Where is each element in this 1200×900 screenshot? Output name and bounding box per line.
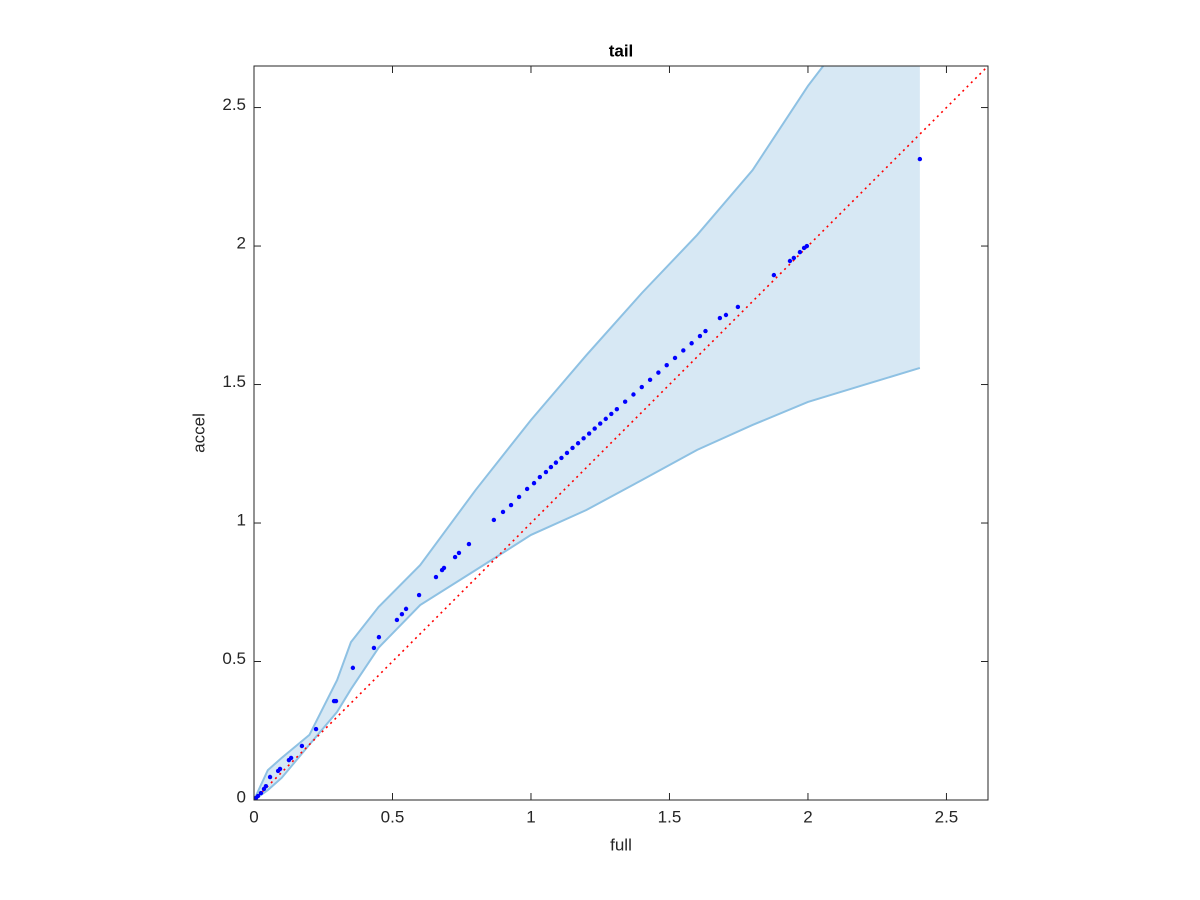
band-fill: [254, 66, 920, 800]
data-point: [614, 406, 620, 412]
data-point: [433, 574, 439, 580]
band-upper: [254, 66, 825, 800]
data-point: [399, 611, 405, 617]
data-point: [797, 249, 803, 255]
data-point: [723, 312, 729, 318]
data-point: [564, 450, 570, 456]
y-tick-label: 1: [237, 511, 246, 530]
y-tick-label: 0: [237, 787, 246, 806]
data-point: [376, 634, 382, 640]
data-point: [508, 502, 514, 508]
x-tick-label: 1: [526, 807, 535, 826]
y-tick-label: 2: [237, 234, 246, 253]
x-axis-label: full: [610, 835, 632, 854]
data-point: [350, 665, 356, 671]
y-tick-label: 1.5: [222, 372, 246, 391]
data-point: [575, 441, 581, 446]
y-axis-label: accel: [189, 413, 208, 453]
data-point: [267, 774, 273, 780]
data-point: [416, 592, 422, 598]
data-point: [524, 486, 530, 492]
data-point: [466, 541, 472, 547]
data-point: [917, 156, 923, 162]
data-point: [664, 362, 669, 368]
data-point: [255, 793, 261, 799]
data-point: [581, 436, 586, 441]
data-point: [609, 411, 614, 417]
x-tick-label: 0.5: [381, 807, 405, 826]
data-point: [592, 426, 597, 431]
data-point: [697, 333, 703, 339]
data-point: [543, 469, 549, 475]
data-point: [371, 645, 377, 651]
axes-layer: 0 0.5 1 1.5 2 2.5 0 0.5 1 1.5 2 2.5: [222, 65, 989, 826]
data-point: [598, 421, 603, 426]
data-point: [394, 617, 400, 623]
data-point: [717, 315, 723, 321]
data-point: [603, 416, 608, 422]
data-point: [313, 726, 319, 732]
data-point: [441, 565, 447, 571]
data-point: [333, 698, 339, 704]
data-point: [787, 258, 793, 264]
data-point: [735, 304, 741, 310]
x-tick-label: 1.5: [658, 807, 682, 826]
data-point: [403, 606, 409, 612]
reference-line: [254, 66, 988, 800]
data-point: [639, 384, 644, 390]
data-point: [703, 328, 708, 334]
data-point: [452, 554, 458, 560]
data-point: [791, 255, 797, 261]
x-tick-label: 0: [249, 807, 258, 826]
chart-title: tail: [609, 41, 634, 60]
data-point: [288, 755, 294, 761]
band-lower: [254, 366, 921, 800]
axes-box: [253, 65, 989, 801]
data-point: [647, 377, 653, 383]
data-point: [456, 550, 462, 556]
data-point: [258, 790, 264, 796]
data-point: [656, 370, 661, 375]
data-point: [553, 460, 559, 465]
data-point: [586, 431, 592, 436]
data-point: [622, 399, 628, 404]
data-point: [516, 494, 522, 500]
data-point: [299, 743, 305, 749]
data-point: [804, 243, 810, 249]
data-point: [548, 464, 554, 470]
data-point: [537, 474, 543, 480]
x-tick-label: 2.5: [935, 807, 959, 826]
data-point: [500, 509, 506, 515]
data-point: [531, 480, 537, 486]
data-point: [277, 766, 283, 772]
data-point: [491, 517, 497, 523]
data-point: [570, 445, 575, 451]
data-point: [681, 348, 686, 353]
y-tick-label: 2.5: [222, 95, 246, 114]
y-tick-label: 0.5: [222, 649, 246, 668]
data-point: [263, 783, 269, 789]
data-point: [689, 341, 694, 346]
data-point: [771, 272, 777, 278]
data-point: [559, 455, 564, 461]
data-point: [631, 392, 636, 397]
x-tick-label: 2: [803, 807, 812, 826]
data-point: [672, 355, 678, 361]
plot-layer: [254, 66, 988, 800]
